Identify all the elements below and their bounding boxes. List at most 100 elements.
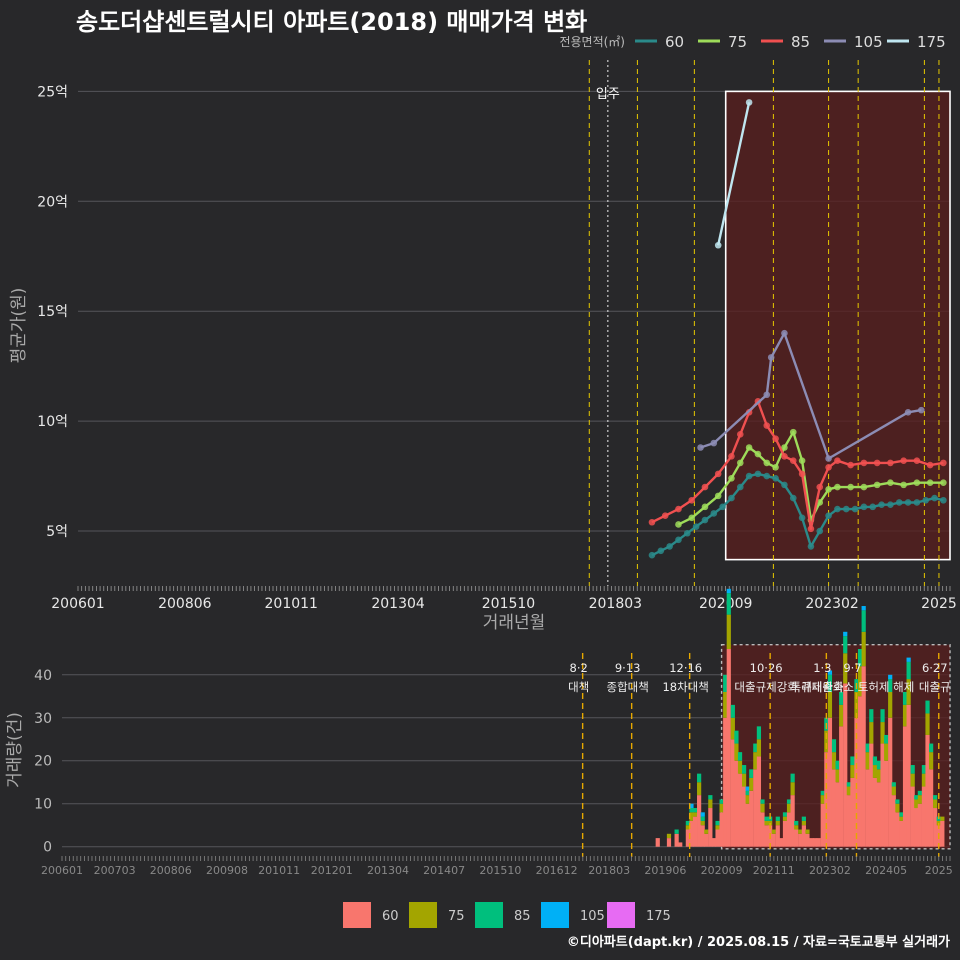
policy-name-label: 대출규	[919, 680, 951, 694]
bar-legend-label-85: 85	[514, 909, 531, 924]
top-legend: 전용면적(㎡) 60 75 85 105 175	[559, 33, 945, 51]
policy-name-label: 규제완화	[801, 680, 844, 694]
highlight-period-box	[724, 90, 951, 561]
bar-segment-85	[689, 808, 694, 813]
bar-segment-85	[737, 752, 743, 761]
series-line-175	[717, 102, 751, 246]
bar-segment-75	[719, 803, 724, 813]
bar-segment-75	[801, 820, 806, 826]
move-in-label: 입주	[596, 87, 620, 102]
bar-segment-85	[719, 799, 724, 804]
bar-segment-75	[734, 743, 739, 761]
data-point-75	[900, 481, 907, 489]
data-point-75	[763, 459, 771, 467]
bar-segment-85	[741, 765, 747, 774]
policy-name-label: 종합대책	[607, 680, 649, 694]
bar-segment-60	[700, 825, 705, 847]
bar-segment-60	[876, 782, 882, 847]
data-point-85	[688, 496, 696, 504]
data-point-75	[860, 483, 868, 491]
bar-segment-60	[910, 786, 915, 847]
y-tick-label: 5억	[46, 524, 68, 540]
bar-x-tick-label: 201011	[258, 864, 300, 877]
bar-segment-105	[689, 803, 694, 809]
bar-segment-75	[798, 829, 803, 834]
bar-segment-75	[831, 752, 837, 770]
bar-segment-105	[861, 606, 866, 611]
data-point-75	[714, 492, 722, 500]
bar-segment-60	[704, 833, 709, 847]
bar-segment-75	[697, 782, 702, 796]
bar-segment-60	[884, 760, 889, 847]
bar-segment-75	[715, 825, 720, 830]
bar-segment-60	[798, 833, 803, 847]
bar-segment-85	[910, 765, 915, 774]
bar-x-tick-label: 202111	[753, 864, 795, 877]
data-point-105	[763, 391, 771, 399]
bar-segment-60	[861, 666, 866, 847]
bar-x-tick-label: 202405	[865, 864, 907, 877]
bar-segment-75	[692, 812, 698, 817]
bar-y-tick-label: 10	[34, 797, 52, 813]
data-point-60	[772, 474, 779, 482]
data-point-105	[697, 444, 704, 451]
bar-segment-60	[872, 777, 878, 847]
bar-segment-85	[801, 816, 806, 821]
bar-segment-85	[756, 726, 762, 740]
bar-segment-60	[719, 812, 724, 847]
bar-segment-85	[726, 593, 731, 615]
data-point-75	[781, 444, 788, 451]
bar-segment-75	[899, 816, 904, 821]
bar-segment-85	[745, 790, 750, 796]
data-point-75	[913, 479, 921, 486]
bar-segment-60	[854, 717, 859, 847]
data-point-105	[781, 329, 788, 337]
data-point-75	[873, 481, 881, 489]
policy-date-label: 9·13	[615, 661, 641, 675]
bar-segment-60	[741, 786, 747, 847]
bar-segment-75	[753, 752, 758, 770]
policy-name-label: 특례대출축소 토허제 해제	[791, 680, 915, 694]
x-tick-label: 201304	[371, 596, 425, 612]
data-point-60	[860, 503, 868, 511]
bar-segment-75	[782, 816, 788, 821]
data-point-85	[926, 461, 934, 469]
bar-segment-75	[771, 829, 776, 834]
bar-segment-85	[786, 799, 792, 804]
bar-legend-key-105	[541, 902, 569, 928]
data-point-75	[834, 483, 841, 491]
bar-segment-60	[708, 808, 713, 847]
bar-legend-key-60	[343, 902, 371, 928]
bar-segment-75	[891, 786, 896, 796]
data-point-85	[873, 459, 881, 467]
data-point-85	[736, 431, 744, 438]
bar-segment-75	[914, 799, 919, 809]
bar-segment-85	[933, 795, 938, 800]
policy-date-label: 10·26	[750, 661, 783, 675]
data-point-85	[772, 435, 779, 443]
data-point-85	[763, 422, 771, 429]
bar-segment-75	[846, 786, 851, 796]
data-point-85	[701, 483, 709, 491]
x-tick-label: 200806	[158, 596, 212, 612]
bar-segment-60	[715, 829, 720, 847]
bar-segment-75	[708, 799, 713, 809]
bar-y-tick-label: 20	[34, 754, 52, 770]
bar-segment-60	[940, 820, 945, 847]
bar-segment-60	[655, 838, 660, 847]
bar-segment-85	[734, 730, 739, 744]
bar-x-tick-label: 2025	[925, 864, 953, 877]
bar-segment-75	[925, 713, 930, 735]
policy-date-label: 1·3	[813, 661, 831, 675]
data-point-85	[661, 512, 669, 519]
bar-segment-85	[869, 709, 874, 723]
data-point-85	[887, 459, 894, 467]
bar-segment-75	[756, 739, 762, 757]
bar-segment-85	[749, 769, 754, 778]
bar-segment-60	[809, 838, 814, 847]
data-point-75	[754, 450, 762, 458]
data-point-60	[675, 536, 682, 544]
series-line-60	[651, 472, 944, 557]
data-point-85	[913, 457, 921, 464]
bar-legend-label-105: 105	[580, 909, 605, 924]
